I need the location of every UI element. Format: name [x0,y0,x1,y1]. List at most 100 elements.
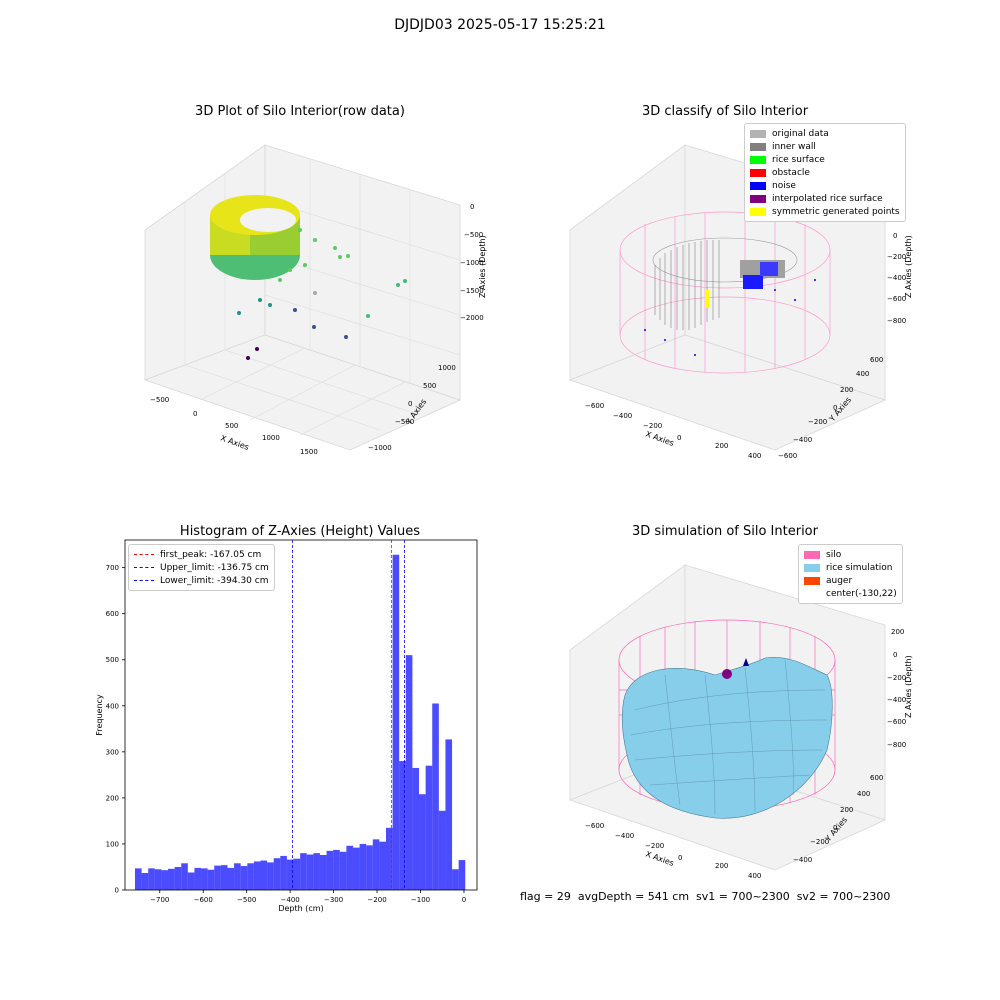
legend-label: interpolated rice surface [772,193,883,204]
histogram-bar [181,863,188,890]
sim-ztick: −400 [887,696,906,704]
histogram-bar [419,794,426,890]
sim-ztick: −200 [887,674,906,682]
classify-ytick: 200 [840,386,853,394]
legend-item-obstacle: obstacle [750,166,900,179]
sim-xtick: −400 [615,832,634,840]
histogram-chart: −700 −600 −500 −400 −300 −200 −100 0 0 100 200 300… [95,539,478,913]
legend-item-center: center(-130,22) [804,587,897,600]
histogram-frame [124,539,478,891]
raw-3d-plot: −500 0 500 1000 1500 −1000 −500 0 500 10… [143,144,487,456]
raw-xtick: 1500 [300,448,318,456]
legend-swatch [804,576,820,585]
histogram-bar [346,845,353,890]
legend-label: obstacle [772,167,810,178]
legend-swatch [804,550,820,559]
histogram-bar [352,847,360,890]
raw-xtick: −500 [150,396,169,404]
histogram-bar [438,810,446,890]
histogram-legend: first_peak: -167.05 cm Upper_limit: -136… [128,544,275,591]
raw-scatter-points [237,228,407,360]
histogram-bar [267,862,274,890]
raw-ytick: 500 [423,382,436,390]
classify-ztick: 0 [893,232,897,240]
histogram-xtick-label: −400 [281,896,300,904]
histogram-xtick-label: −500 [237,896,256,904]
histogram-bar [148,868,155,890]
legend-item-interpolated: interpolated rice surface [750,192,900,205]
sim-xtick: 0 [678,854,682,862]
classify-zlabel: Z Axies (Depth) [904,235,913,298]
raw-ytick: 0 [408,400,412,408]
histogram-bar [412,767,420,890]
histogram-bar [280,855,287,890]
histogram-bar [379,841,387,890]
legend-swatch [750,181,766,190]
histogram-bar [168,868,175,890]
histogram-bar [339,851,347,890]
histogram-bar [445,739,453,890]
histogram-ytick-label: 400 [106,702,119,710]
raw-ytick: −500 [395,418,414,426]
classify-ztick: −200 [887,253,906,261]
raw-ztick: −500 [464,231,483,239]
histogram-bar [234,863,241,890]
histogram-bars [134,554,466,890]
histogram-bar [286,859,294,890]
histogram-bar [174,866,182,890]
histogram-bar [154,869,162,890]
sim-zlabel: Z Axies (Depth) [904,655,913,718]
auger-marker [743,658,749,666]
sim-xtick: 200 [715,862,728,870]
classify-xtick: −600 [585,402,604,410]
classify-ytick: 600 [870,356,883,364]
legend-swatch [750,142,766,151]
legend-item-upper-limit: Upper_limit: -136.75 cm [134,561,269,574]
sim-ytick: 200 [840,806,853,814]
legend-label: Lower_limit: -394.30 cm [160,575,269,586]
histogram-bar [214,865,221,890]
histogram-bar [333,849,340,890]
sim-ztick: 0 [893,651,897,659]
legend-swatch [750,155,766,164]
classify-symmetric-points [705,290,709,308]
histogram-xtick-label: −100 [411,896,430,904]
classify-xtick: −200 [643,422,662,430]
histogram-ytick-label: 700 [106,564,119,572]
legend-label: first_peak: -167.05 cm [160,549,262,560]
sim-ztick: −800 [887,741,906,749]
classify-xtick: 200 [715,442,728,450]
legend-item-rice-surface: rice surface [750,153,900,166]
raw-xtick: 500 [225,422,238,430]
histogram-bar [240,866,248,890]
legend-line [134,567,154,568]
classify-ztick: −400 [887,274,906,282]
histogram-bar [392,554,400,890]
histogram-ytick-label: 300 [106,748,119,756]
raw-xtick: 0 [193,410,197,418]
histogram-bar [141,872,149,890]
raw-xtick: 1000 [262,434,280,442]
raw-zlabel: Z Axies (Depth) [478,235,487,298]
legend-item-symmetric: symmetric generated points [750,205,900,218]
legend-line [134,580,154,581]
histogram-xtick-label: −200 [367,896,386,904]
classify-ytick: −200 [808,418,827,426]
classify-noise-points [644,260,816,356]
legend-item-noise: noise [750,179,900,192]
raw-ztick: −1500 [460,287,484,295]
histogram-bar [319,855,327,890]
status-footer: flag = 29 avgDepth = 541 cm sv1 = 700~23… [520,890,891,903]
histogram-bar [220,865,228,890]
histogram-ytick-label: 100 [106,840,119,848]
histogram-bar [293,858,301,890]
histogram-ytick-label: 200 [106,794,119,802]
sim-xlabel: X Axies [644,849,675,868]
legend-label: silo [826,549,842,560]
histogram-bar [386,827,393,890]
legend-swatch [750,168,766,177]
classify-xlabel: X Axies [644,429,675,448]
auger-center-marker [722,669,732,679]
classify-ztick: −600 [887,295,906,303]
sim-xtick: −200 [645,842,664,850]
